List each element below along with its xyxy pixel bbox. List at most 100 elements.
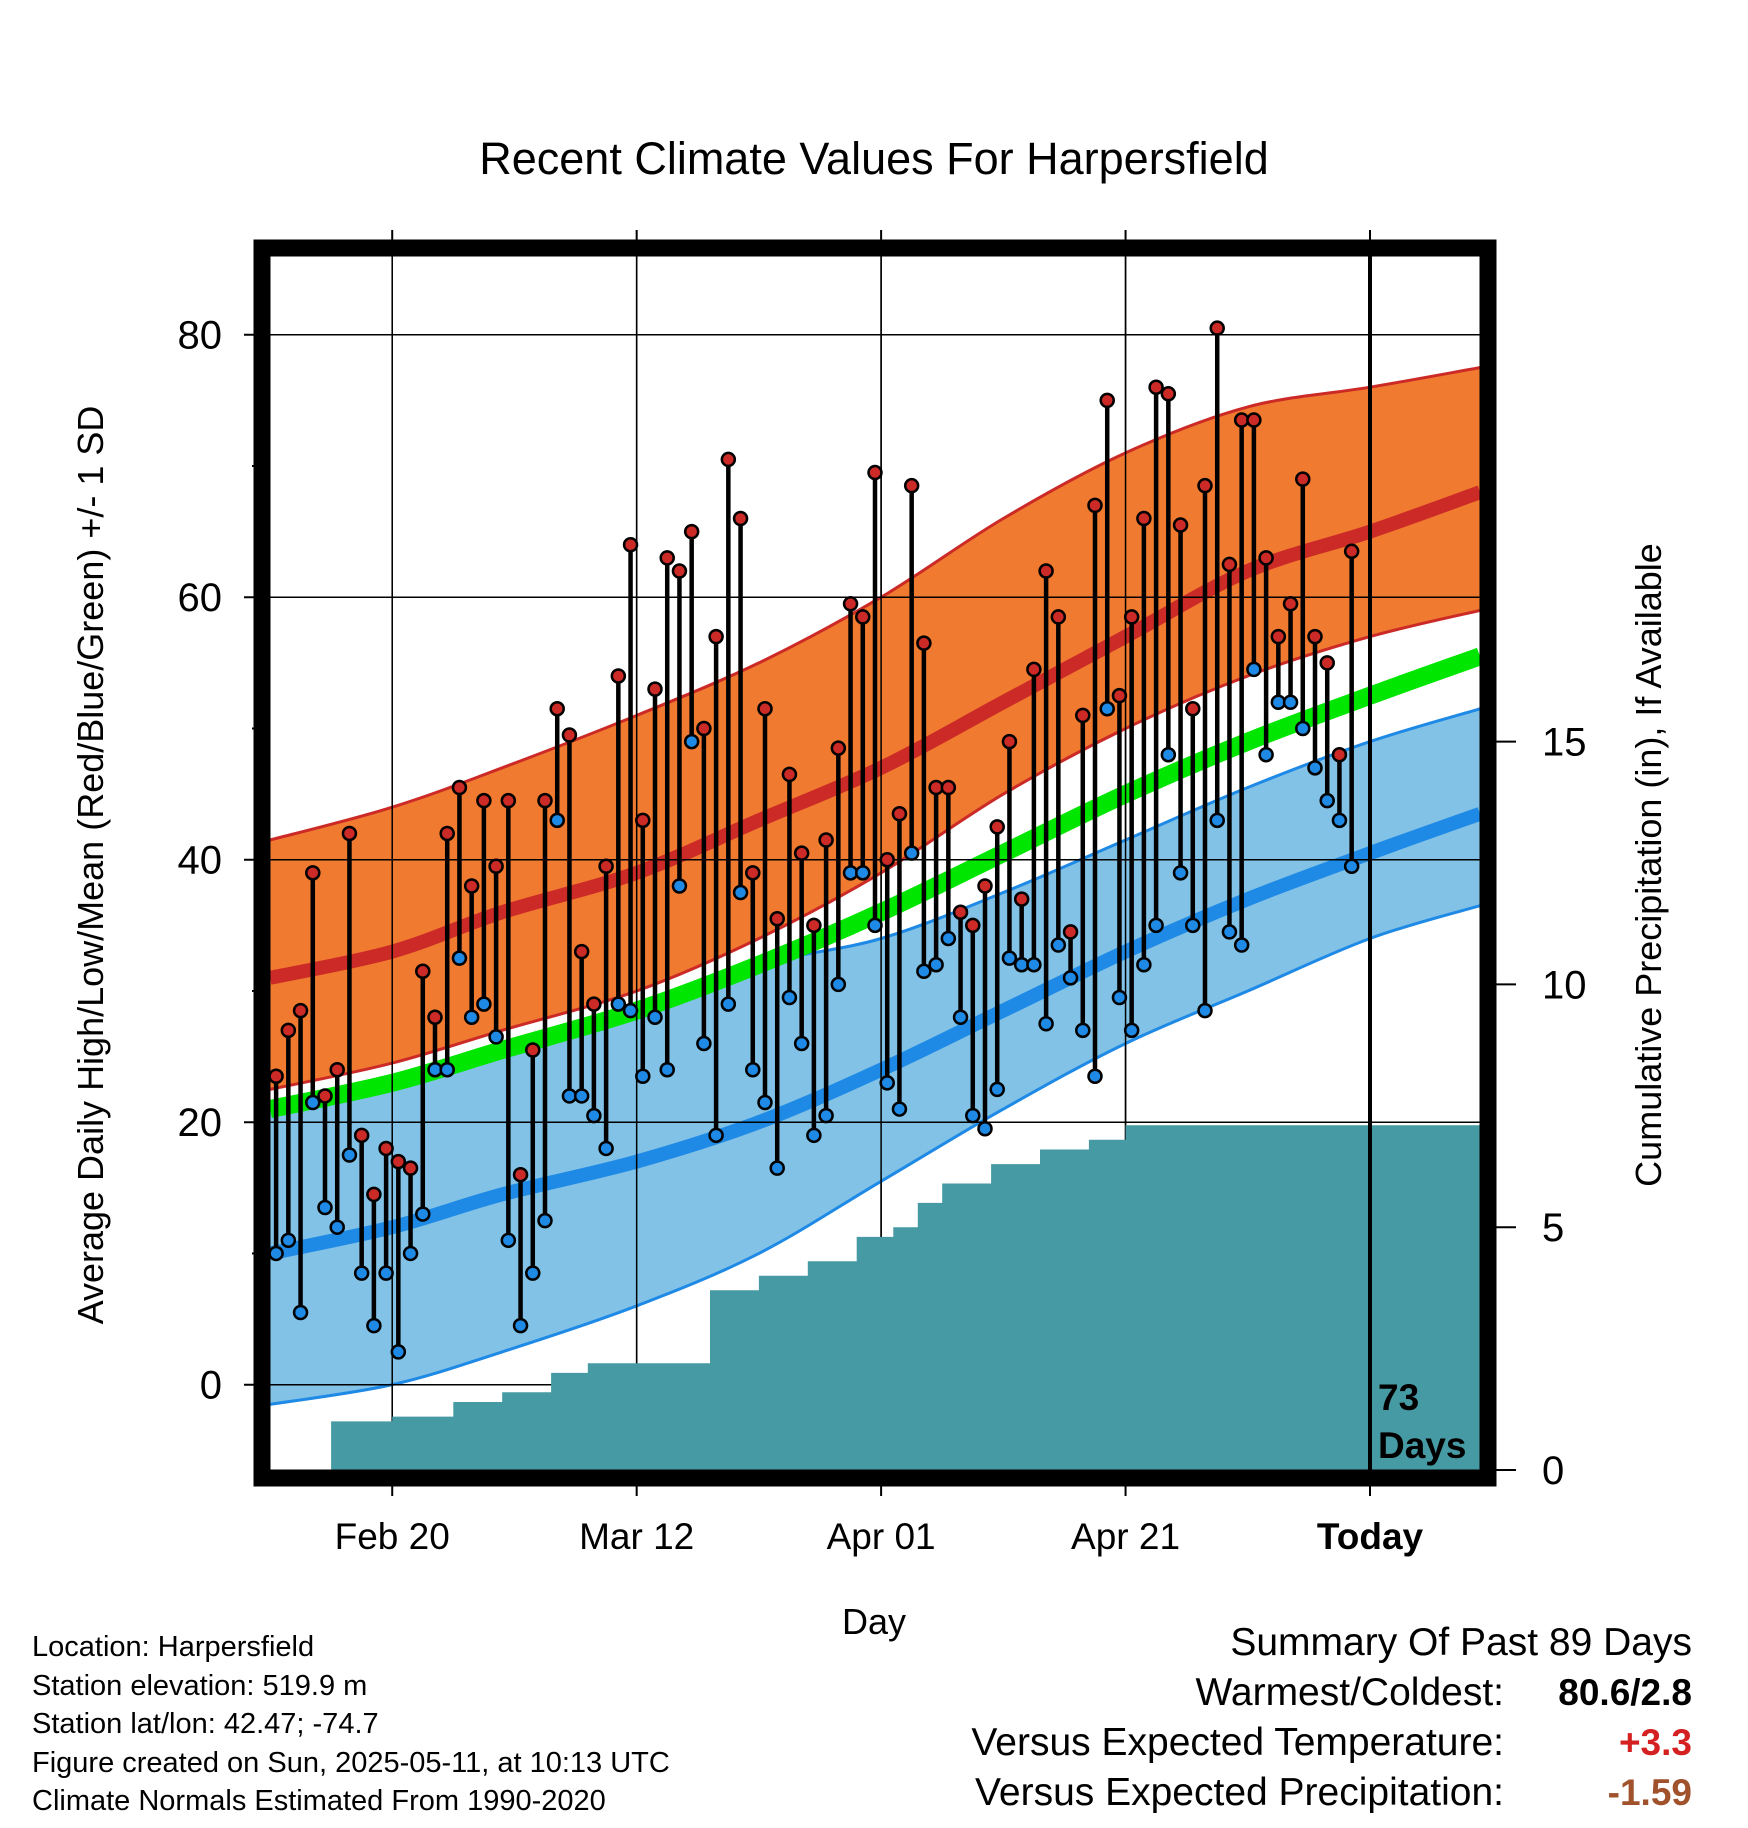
warm-cold-value: 80.6/2.8	[1558, 1672, 1692, 1713]
daily-low-point	[1136, 956, 1152, 973]
daily-high-point	[353, 1127, 370, 1144]
daily-high-point	[989, 819, 1005, 835]
daily-low-point	[965, 1107, 981, 1124]
daily-high-point	[1307, 628, 1323, 645]
plot-area: 73 Days	[270, 0, 1480, 1470]
daily-high-point	[598, 858, 614, 875]
y-tick-label: 80	[178, 314, 223, 358]
daily-low-point	[317, 1199, 333, 1216]
daily-high-point	[683, 523, 700, 540]
daily-low-point	[1282, 694, 1299, 710]
daily-high-point	[1050, 609, 1067, 625]
daily-low-point	[622, 1002, 639, 1019]
daily-low-point	[1357, 0, 1370, 7]
daily-high-point	[1258, 550, 1274, 566]
daily-low-point	[647, 1009, 663, 1025]
daily-low-point	[1185, 917, 1201, 934]
daily-high-point	[806, 917, 822, 934]
daily-low-point	[1258, 746, 1274, 763]
daily-low-point	[439, 1061, 455, 1078]
daily-low-point	[659, 1061, 675, 1078]
precip-anomaly-value: -1.59	[1607, 1772, 1692, 1813]
daily-high-point	[1185, 701, 1201, 717]
daily-low-point	[353, 1265, 370, 1281]
daily-high-point	[793, 845, 810, 861]
daily-high-point	[818, 832, 834, 848]
daily-high-point	[292, 1002, 309, 1019]
daily-high-point	[1026, 661, 1042, 678]
daily-high-point	[427, 1009, 443, 1025]
daily-high-point	[1111, 687, 1128, 704]
daily-high-point	[940, 779, 957, 796]
daily-low-point	[977, 1121, 993, 1137]
low-sd-band	[270, 708, 1480, 1405]
daily-low-point	[500, 1232, 517, 1249]
daily-low-point	[1062, 970, 1079, 986]
daily-high-point	[965, 917, 981, 934]
location-text: Location: Harpersfield	[32, 1631, 315, 1663]
y-tick-label: 60	[178, 576, 223, 620]
daily-low-point	[1038, 1016, 1054, 1032]
daily-low-point	[683, 733, 700, 750]
daily-high-point	[830, 740, 847, 756]
y-tick-label: 40	[178, 839, 223, 883]
daily-low-point	[1331, 812, 1348, 829]
daily-high-point	[1270, 628, 1287, 645]
daily-high-point	[903, 477, 920, 494]
y2-tick-label: 5	[1542, 1206, 1564, 1250]
daily-low-point	[635, 1068, 651, 1085]
daily-high-point	[1136, 510, 1152, 527]
daily-high-point	[329, 1061, 345, 1078]
daily-high-point	[1123, 609, 1140, 625]
daily-high-point	[1221, 556, 1238, 573]
daily-low-point	[1172, 865, 1189, 881]
daily-high-point	[402, 1160, 419, 1176]
daily-low-point	[903, 845, 920, 861]
y2-tick-label: 0	[1542, 1449, 1564, 1493]
daily-high-point	[270, 1068, 284, 1085]
y-tick-label: 0	[200, 1364, 222, 1408]
daily-high-point	[451, 779, 468, 796]
daily-high-point	[1331, 746, 1348, 763]
plot-frame	[253, 239, 1497, 1487]
daily-high-point	[586, 996, 602, 1012]
daily-low-point	[1148, 917, 1164, 934]
temp-anomaly-value: +3.3	[1618, 1722, 1692, 1763]
daily-high-point	[463, 878, 480, 894]
daily-low-point	[855, 865, 871, 881]
days-count-label: 73	[1378, 1377, 1419, 1418]
x-tick-label: Today	[1317, 1516, 1424, 1557]
daily-high-point	[757, 701, 773, 717]
daily-high-point	[855, 609, 871, 625]
x-tick-label: Apr 01	[827, 1516, 936, 1557]
daily-low-point	[451, 950, 468, 966]
chart-title: Recent Climate Values For Harpersfield	[479, 133, 1268, 184]
axes: 0 20 40 60 80 0 5 10 15 Feb 20 Mar 12 Apr 01 Apr 21 T…	[178, 230, 1587, 1557]
days-unit-label: Days	[1378, 1425, 1466, 1466]
y-tick-label: 20	[178, 1101, 223, 1145]
daily-low-point	[305, 1094, 321, 1111]
daily-high-point	[537, 792, 553, 809]
daily-low-point	[512, 1317, 529, 1334]
daily-low-point	[1307, 760, 1323, 776]
daily-high-point	[635, 812, 651, 829]
daily-high-point	[891, 806, 908, 822]
x-tick-label: Mar 12	[579, 1516, 694, 1557]
daily-low-point	[586, 1107, 602, 1124]
daily-high-point	[1197, 477, 1213, 494]
daily-high-point	[1038, 563, 1054, 579]
daily-high-point	[1099, 392, 1115, 409]
daily-high-point	[1209, 320, 1225, 336]
daily-low-point	[989, 1081, 1005, 1098]
cumulative-precip-area	[331, 1120, 1480, 1470]
created-text: Figure created on Sun, 2025-05-11, at 10…	[32, 1746, 670, 1779]
daily-low-point	[916, 963, 932, 980]
daily-high-point	[439, 825, 455, 842]
daily-low-point	[1087, 1068, 1103, 1085]
daily-low-point	[1246, 661, 1262, 678]
daily-low-point	[1050, 937, 1067, 953]
daily-high-point	[1319, 655, 1335, 671]
y2-tick-label: 10	[1542, 963, 1587, 1007]
daily-high-point	[512, 1166, 529, 1183]
